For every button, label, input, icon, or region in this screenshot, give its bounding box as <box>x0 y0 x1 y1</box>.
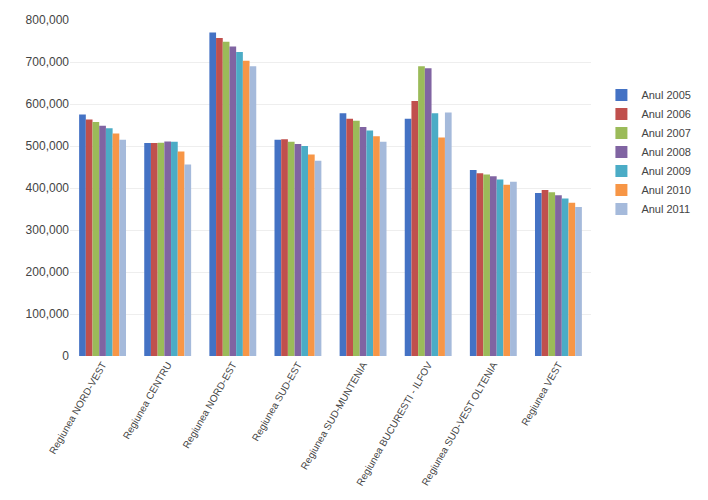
svg-text:100,000: 100,000 <box>26 307 70 321</box>
svg-text:600,000: 600,000 <box>26 97 70 111</box>
svg-text:Anul 2007: Anul 2007 <box>641 127 691 139</box>
svg-text:Regiunea CENTRU: Regiunea CENTRU <box>121 360 174 441</box>
svg-text:Anul 2006: Anul 2006 <box>641 108 691 120</box>
svg-text:700,000: 700,000 <box>26 55 70 69</box>
svg-text:Regiunea SUD-MUNTENIA: Regiunea SUD-MUNTENIA <box>298 360 369 472</box>
svg-text:Regiunea NORD-VEST: Regiunea NORD-VEST <box>47 360 109 456</box>
svg-text:800,000: 800,000 <box>26 13 70 27</box>
svg-text:Anul 2011: Anul 2011 <box>641 203 690 215</box>
svg-text:Regiunea SUD-VEST OLTENIA: Regiunea SUD-VEST OLTENIA <box>419 360 499 488</box>
svg-text:400,000: 400,000 <box>26 181 70 195</box>
svg-text:Anul 2009: Anul 2009 <box>641 165 691 177</box>
svg-text:Regiunea BUCURESTI - ILFOV: Regiunea BUCURESTI - ILFOV <box>354 360 434 488</box>
svg-text:Regiunea SUD-EST: Regiunea SUD-EST <box>250 360 304 443</box>
svg-text:Anul 2008: Anul 2008 <box>641 146 691 158</box>
svg-text:200,000: 200,000 <box>26 265 70 279</box>
svg-text:0: 0 <box>62 349 69 363</box>
svg-text:500,000: 500,000 <box>26 139 70 153</box>
svg-text:Anul 2005: Anul 2005 <box>641 89 691 101</box>
svg-text:300,000: 300,000 <box>26 223 70 237</box>
svg-text:Anul 2010: Anul 2010 <box>641 184 691 196</box>
svg-text:Regiunea VEST: Regiunea VEST <box>519 360 564 428</box>
svg-text:Regiunea NORD-EST: Regiunea NORD-EST <box>180 360 238 450</box>
